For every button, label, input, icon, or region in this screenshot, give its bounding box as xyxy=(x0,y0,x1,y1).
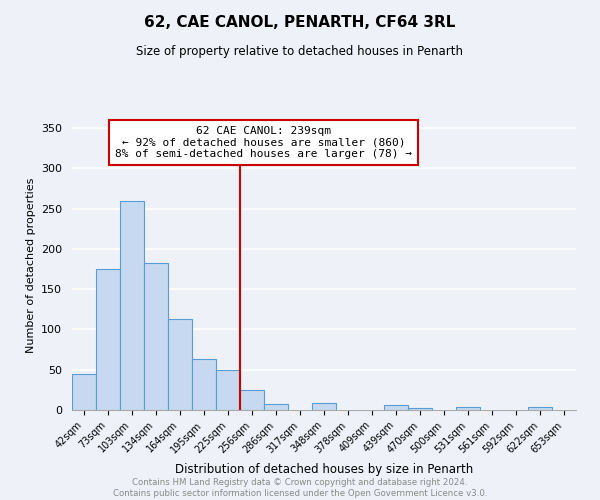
Text: 62 CAE CANOL: 239sqm
← 92% of detached houses are smaller (860)
8% of semi-detac: 62 CAE CANOL: 239sqm ← 92% of detached h… xyxy=(115,126,412,159)
Bar xyxy=(384,405,408,410)
Bar xyxy=(120,200,144,410)
Bar xyxy=(72,374,96,410)
Bar xyxy=(144,262,168,410)
Bar xyxy=(192,359,216,410)
Bar xyxy=(312,403,336,410)
Text: Contains HM Land Registry data © Crown copyright and database right 2024.
Contai: Contains HM Land Registry data © Crown c… xyxy=(113,478,487,498)
Bar xyxy=(408,408,432,410)
Bar xyxy=(456,407,480,410)
Text: 62, CAE CANOL, PENARTH, CF64 3RL: 62, CAE CANOL, PENARTH, CF64 3RL xyxy=(145,15,455,30)
Text: Size of property relative to detached houses in Penarth: Size of property relative to detached ho… xyxy=(137,45,464,58)
Bar xyxy=(264,404,288,410)
Bar xyxy=(168,319,192,410)
Bar xyxy=(96,269,120,410)
Bar xyxy=(528,407,552,410)
Bar xyxy=(216,370,240,410)
Y-axis label: Number of detached properties: Number of detached properties xyxy=(26,178,35,352)
X-axis label: Distribution of detached houses by size in Penarth: Distribution of detached houses by size … xyxy=(175,463,473,476)
Bar xyxy=(240,390,264,410)
